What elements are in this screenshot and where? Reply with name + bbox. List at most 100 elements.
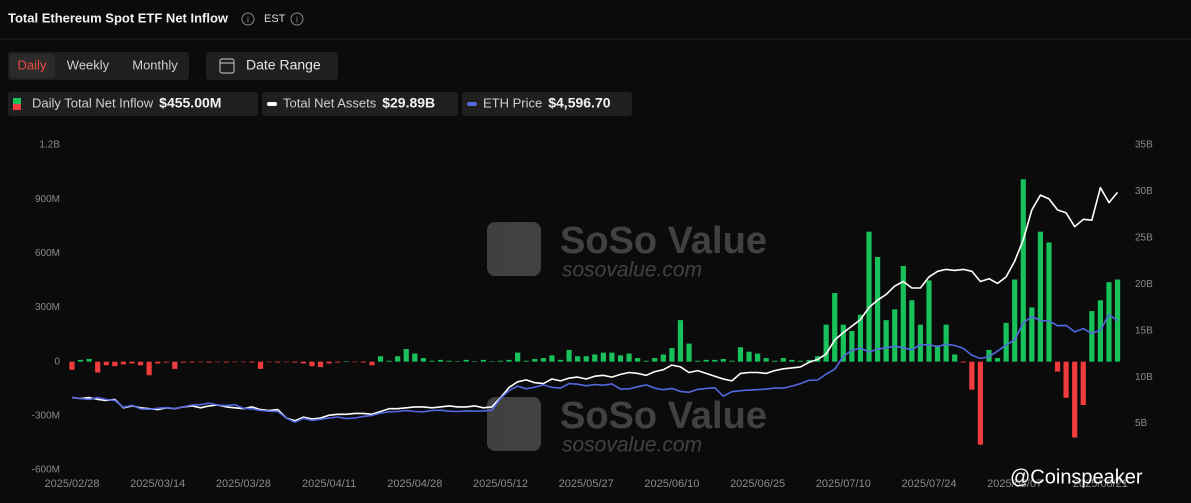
watermark-site: sosovalue.com	[562, 434, 702, 457]
legend: Daily Total Net Inflow $455.00M Total Net …	[8, 92, 632, 116]
bar	[909, 300, 915, 362]
y2-tick-label: 15B	[1135, 325, 1153, 336]
bar	[317, 361, 324, 368]
bar	[103, 361, 109, 366]
tab[interactable]: Daily	[18, 57, 47, 72]
x-tick-label: 2025/03/14	[130, 478, 185, 490]
bar	[557, 359, 564, 362]
bar	[446, 360, 452, 362]
y-tick-label: 1.2B	[39, 140, 60, 151]
bar	[583, 356, 589, 362]
date-range-button[interactable]	[206, 52, 338, 80]
bar	[146, 361, 152, 376]
bar	[523, 360, 529, 362]
watermark-brand: SoSo Value	[560, 395, 767, 437]
y-tick-label: -600M	[32, 465, 60, 476]
bar	[206, 361, 212, 363]
bar	[892, 309, 898, 362]
x-tick-label: 2025/07/24	[901, 478, 956, 490]
bar	[617, 355, 624, 362]
bar	[737, 347, 744, 362]
bar	[129, 361, 135, 364]
bar	[549, 355, 555, 362]
bar	[395, 356, 401, 362]
plot-area: -600M -300M 0 300M 600M 900M 1.2B 5B 10B 15B 20B 25…	[32, 140, 1153, 490]
bar	[926, 280, 932, 362]
legend-pill	[262, 92, 458, 116]
bar	[789, 359, 795, 362]
bar	[883, 320, 889, 362]
bar	[455, 361, 461, 362]
watermark-logo	[487, 222, 541, 276]
bar	[1012, 279, 1018, 362]
bar	[952, 354, 958, 362]
legend-label: Daily Total Net Inflow	[32, 95, 154, 110]
bar	[823, 324, 829, 362]
bar	[86, 358, 92, 362]
date-range-label[interactable]: Date Range	[246, 57, 321, 73]
tab-active-bg	[10, 54, 55, 78]
bar	[669, 348, 675, 362]
bar	[506, 359, 512, 362]
bar	[155, 361, 161, 364]
bar	[1072, 361, 1078, 438]
bar	[95, 361, 101, 373]
bar	[917, 324, 924, 362]
bar	[746, 351, 752, 362]
y2-tick-label: 5B	[1135, 418, 1148, 429]
x-tick-label: 2025/02/28	[44, 478, 99, 490]
tab[interactable]: Weekly	[67, 57, 110, 72]
tab[interactable]: Monthly	[132, 57, 178, 72]
credit: @Coinspeaker	[1010, 466, 1143, 488]
bar	[429, 360, 435, 362]
bar	[163, 361, 169, 363]
bar	[215, 361, 221, 363]
bar	[137, 361, 144, 366]
bar	[772, 360, 778, 362]
info-icon[interactable]	[241, 12, 255, 26]
info-icon-glyph: i	[296, 14, 298, 24]
y-tick-label: 0	[54, 356, 60, 367]
bar	[592, 354, 598, 362]
bar	[609, 352, 615, 362]
bar	[866, 231, 872, 362]
bar	[343, 361, 349, 362]
bar	[1046, 242, 1052, 362]
bar	[1080, 361, 1086, 405]
x-tick-label: 2025/06/25	[730, 478, 785, 490]
bar	[240, 361, 246, 363]
y-tick-label: 600M	[35, 248, 60, 259]
bar	[223, 361, 229, 363]
bar	[780, 358, 786, 362]
bar	[720, 358, 726, 362]
bar	[712, 359, 718, 362]
bar	[403, 349, 409, 362]
bar	[652, 358, 658, 362]
bar	[472, 361, 478, 362]
legend-swatch	[13, 98, 21, 104]
bar	[635, 358, 641, 362]
info-icon[interactable]	[290, 12, 304, 26]
bar	[180, 361, 187, 363]
bar	[197, 361, 204, 363]
bar	[677, 320, 684, 362]
timezone: EST	[264, 13, 286, 25]
bar	[532, 358, 538, 362]
info-icon-glyph: i	[247, 14, 249, 24]
x-tick-label: 2025/04/28	[387, 478, 442, 490]
watermark-brand: SoSo Value	[560, 220, 767, 262]
y2-tick-label: 20B	[1135, 279, 1153, 290]
watermark-site: sosovalue.com	[562, 259, 702, 282]
legend-value: $455.00M	[159, 95, 221, 111]
bar	[1089, 311, 1095, 362]
legend-value: $29.89B	[382, 95, 435, 111]
bar	[489, 361, 495, 362]
bar	[283, 361, 289, 363]
bar	[686, 343, 692, 362]
bar	[360, 361, 366, 363]
x-tick-label: 2025/03/28	[216, 478, 271, 490]
x-tick-label: 2025/07/10	[816, 478, 871, 490]
bar	[172, 361, 178, 369]
